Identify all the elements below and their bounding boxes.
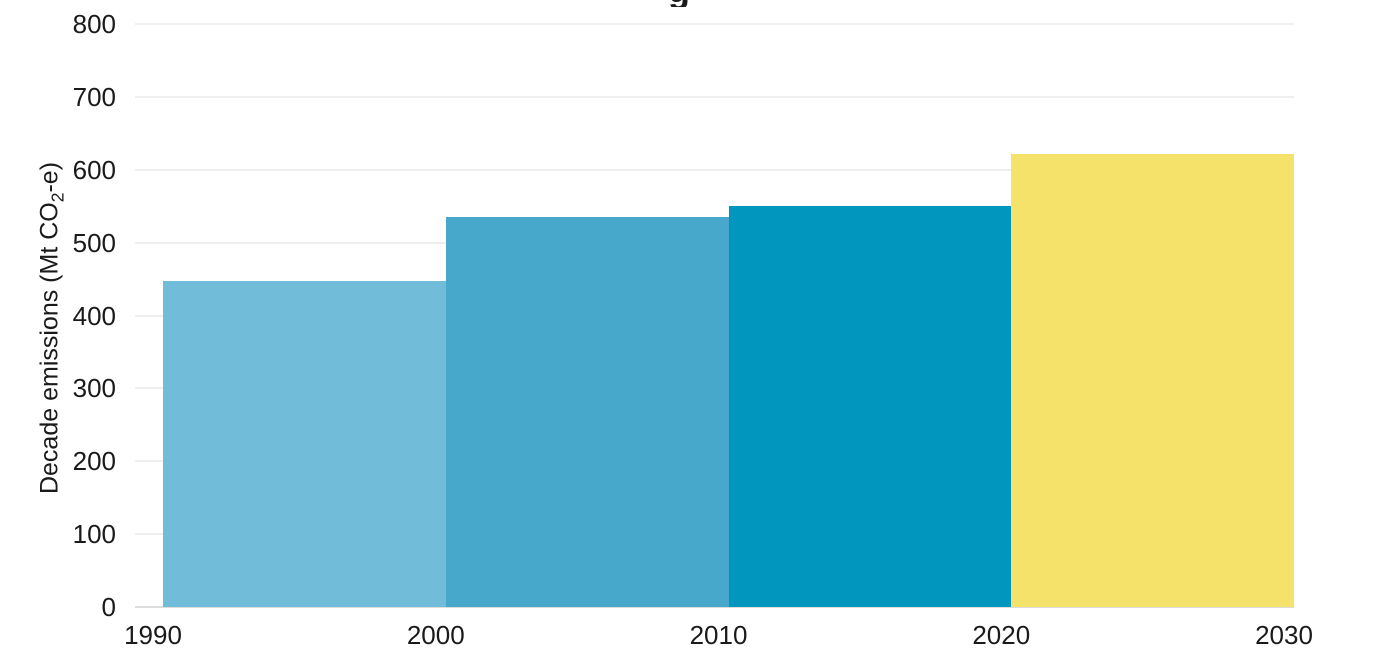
y-tick-label-400: 400 bbox=[72, 300, 116, 331]
y-axis-title-text-end: -e) bbox=[35, 161, 64, 193]
y-axis-title: Decade emissions (Mt CO2-e) bbox=[35, 161, 68, 495]
cropped-chart-title: g bbox=[664, 0, 698, 7]
y-tick-label-500: 500 bbox=[72, 227, 116, 258]
y-tick-label-600: 600 bbox=[72, 154, 116, 185]
y-tick-label-300: 300 bbox=[72, 373, 116, 404]
gridline-700 bbox=[135, 95, 1294, 98]
x-tick-label-1990: 1990 bbox=[124, 620, 182, 650]
x-tick-label-2000: 2000 bbox=[406, 620, 465, 650]
y-axis-title-subscript: 2 bbox=[47, 192, 68, 203]
x-tick-label-2030: 2030 bbox=[1255, 620, 1313, 650]
y-tick-label-700: 700 bbox=[72, 81, 116, 112]
x-tick-label-2020: 2020 bbox=[972, 620, 1031, 650]
gridline-800 bbox=[135, 23, 1294, 25]
gridline-0 bbox=[135, 606, 1294, 608]
x-tick-label-2010: 2010 bbox=[689, 620, 748, 650]
bar-2020-2030 bbox=[1011, 153, 1294, 607]
y-axis-title-text: Decade emissions (Mt CO bbox=[35, 202, 64, 495]
y-tick-label-800: 800 bbox=[72, 9, 116, 39]
bar-2010-2020 bbox=[728, 206, 1012, 607]
cropped-title-glyph: g bbox=[668, 0, 690, 7]
gridline-600 bbox=[135, 168, 1294, 171]
bar-1990-2000 bbox=[163, 281, 446, 607]
y-tick-label-0: 0 bbox=[101, 592, 116, 622]
y-tick-label-100: 100 bbox=[72, 519, 116, 550]
y-tick-label-200: 200 bbox=[72, 446, 116, 477]
bar-2000-2010 bbox=[445, 217, 729, 607]
